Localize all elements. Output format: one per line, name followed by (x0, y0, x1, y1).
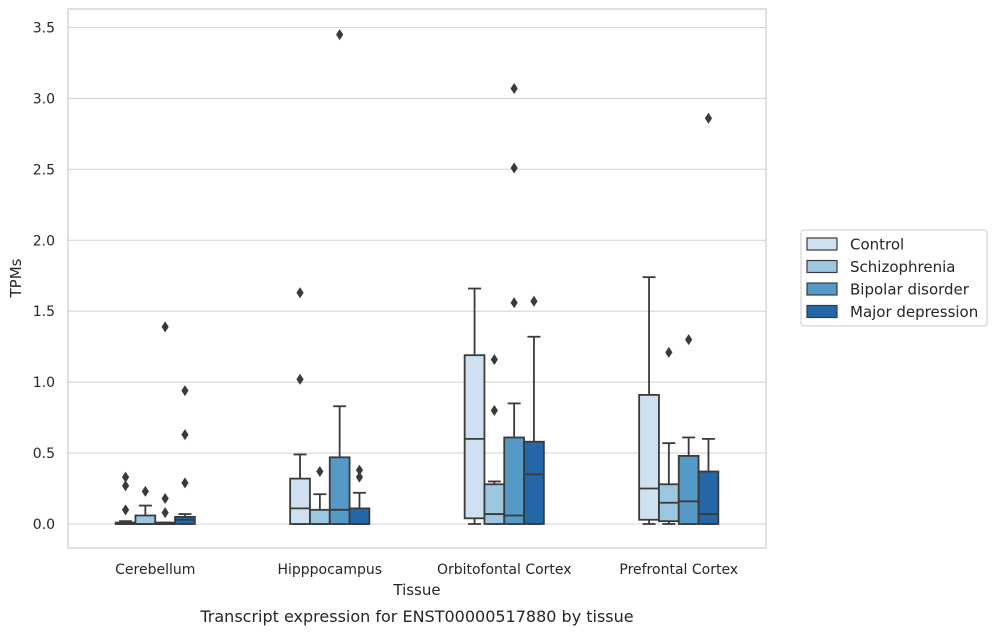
outlier-point (181, 477, 189, 489)
box-group (638, 276, 660, 525)
box-group (463, 287, 486, 525)
outlier-point (510, 82, 518, 94)
box-group (134, 485, 157, 525)
outlier-point (296, 373, 304, 385)
y-tick-label: 1.0 (33, 375, 55, 391)
box-body (328, 456, 351, 525)
outlier-point (161, 321, 169, 333)
outlier-point (490, 405, 498, 417)
outlier-point (704, 112, 713, 124)
outlier-point (665, 346, 673, 358)
legend-swatch (806, 237, 838, 251)
box-group (114, 471, 137, 525)
outlier-point (355, 464, 364, 476)
box-body (348, 507, 371, 525)
y-tick-label: 3.5 (33, 21, 55, 37)
box-body (638, 394, 660, 521)
outlier-point (121, 480, 130, 492)
box-group (483, 353, 506, 525)
outlier-point (141, 485, 149, 497)
box-group (328, 29, 351, 525)
box-body (483, 483, 506, 525)
plot-area-frame (67, 8, 767, 549)
legend-label: Bipolar disorder (850, 281, 970, 299)
box-group (697, 112, 720, 525)
box-group (309, 466, 331, 525)
legend-frame (800, 229, 988, 327)
outlier-point (336, 29, 344, 41)
outlier-point (510, 162, 518, 174)
gridlines (68, 26, 766, 525)
outlier-point (181, 385, 189, 397)
legend-label: Schizophrenia (850, 258, 955, 276)
box-group (289, 287, 311, 525)
legend: Control Schizophrenia Bipolar disorder Majo… (800, 229, 988, 327)
outlier-point (530, 295, 538, 307)
x-tick-label: Hipppocampus (277, 562, 382, 578)
box-group (348, 464, 371, 525)
box-group (154, 321, 176, 525)
x-axis-ticks: Cerebellum Hipppocampus Orbitofontal Corte… (115, 562, 738, 578)
legend-label: Major depression (850, 303, 978, 321)
outlier-point (121, 504, 130, 516)
box-body (503, 436, 525, 525)
outlier-point (161, 507, 169, 519)
y-tick-label: 0.0 (33, 517, 55, 533)
y-tick-label: 1.5 (33, 304, 55, 320)
outlier-point (121, 471, 130, 483)
outlier-point (181, 429, 189, 441)
outlier-point (316, 466, 324, 478)
box-body (134, 514, 157, 525)
legend-swatch (806, 259, 838, 274)
y-axis-ticks: 0.0 0.5 1.0 1.5 2.0 2.5 3.0 3.5 (33, 21, 55, 534)
box-body (697, 470, 720, 525)
outlier-point (510, 297, 518, 309)
box-body (289, 477, 311, 525)
chart-caption: Transcript expression for ENST0000051788… (199, 607, 633, 626)
box-group (658, 346, 680, 525)
box-body (309, 508, 331, 525)
legend-swatch (806, 304, 838, 319)
box-group (523, 295, 545, 525)
outlier-point (161, 492, 169, 504)
legend-swatch (806, 282, 838, 296)
y-axis-title: TPMs (7, 258, 25, 298)
y-tick-label: 2.0 (33, 233, 55, 249)
x-tick-label: Orbitofontal Cortex (437, 562, 572, 578)
outlier-point (490, 353, 498, 365)
box-group (677, 334, 700, 525)
y-tick-label: 3.0 (33, 91, 55, 107)
x-tick-label: Prefrontal Cortex (619, 562, 738, 578)
x-axis-title: Tissue (392, 581, 440, 599)
outlier-point (296, 287, 304, 299)
boxes (114, 29, 720, 525)
y-tick-label: 0.5 (33, 446, 55, 462)
box-group (503, 82, 525, 525)
legend-label: Control (850, 236, 904, 254)
y-tick-label: 2.5 (33, 162, 55, 178)
outlier-point (685, 334, 693, 346)
box-group (174, 385, 196, 525)
outlier-point (355, 471, 364, 483)
box-body (523, 440, 545, 525)
box-body (463, 354, 486, 520)
box-body (677, 455, 700, 525)
x-tick-label: Cerebellum (115, 562, 195, 578)
